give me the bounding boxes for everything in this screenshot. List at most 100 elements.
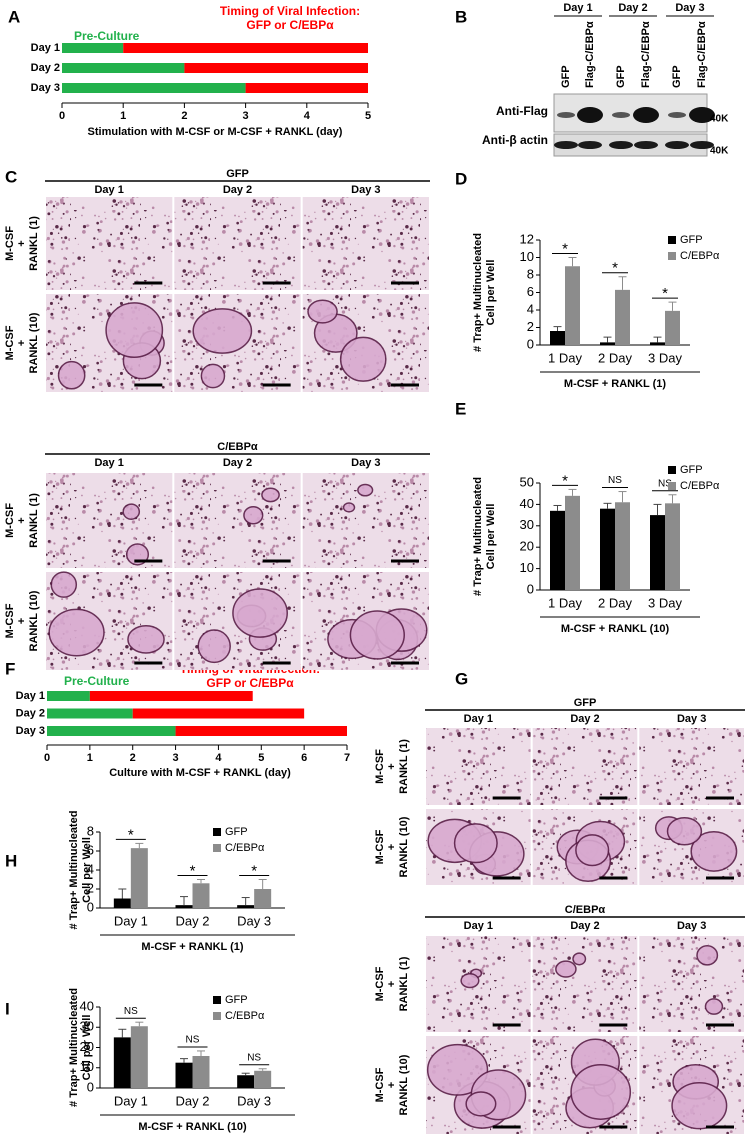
lane-label: GFP: [671, 65, 683, 88]
legend-swatch: [213, 828, 221, 836]
column-label: Day 3: [351, 184, 380, 196]
error-bar: [603, 502, 612, 509]
bar: [615, 289, 630, 345]
error-bar: [118, 1028, 127, 1038]
bar: [565, 266, 580, 345]
x-tick-label: Day 2: [176, 913, 210, 928]
row-label: M-CSF: [4, 226, 16, 261]
y-axis-label: Cell per Well: [81, 1015, 93, 1081]
bar: [650, 342, 665, 345]
bar: [565, 495, 580, 590]
timeline-bar: [62, 63, 185, 73]
x-tick-label: Day 3: [237, 1093, 271, 1108]
x-tick-label: 1 Day: [548, 595, 582, 610]
column-label: Day 1: [94, 457, 123, 469]
micrograph-bg: [46, 473, 173, 568]
micrograph-bg: [639, 728, 744, 805]
annotation: Timing of Viral Infection:: [220, 4, 360, 18]
cell: [57, 360, 86, 390]
legend-swatch: [213, 996, 221, 1004]
cell: [261, 487, 280, 503]
error-bar: [653, 336, 662, 343]
y-tick-label: 0: [527, 336, 534, 351]
band: [668, 112, 686, 118]
error-bar: [618, 491, 627, 503]
row-label: +: [16, 340, 28, 346]
band: [634, 141, 658, 149]
legend-label: C/EBPα: [680, 480, 720, 492]
y-tick-label: 40: [80, 998, 94, 1013]
cell: [570, 1063, 632, 1120]
y-axis-label: # Trap+ Multinucleated: [68, 811, 80, 930]
cell: [357, 483, 374, 497]
micrograph: [46, 197, 173, 290]
micrograph-bg: [174, 197, 301, 290]
day-label: Day 1: [563, 2, 592, 14]
micrograph-bg: [639, 936, 744, 1032]
panel-letter: H: [5, 851, 17, 870]
y-tick-label: 40: [520, 496, 534, 511]
significance: *: [612, 260, 618, 277]
legend-label: Pre-Culture: [64, 674, 130, 688]
row-label: Day 3: [16, 725, 45, 737]
significance: *: [128, 826, 134, 843]
legend-label: C/EBPα: [225, 842, 265, 854]
panel-letter: E: [455, 399, 466, 418]
y-tick-label: 2: [87, 880, 94, 895]
micrograph: [426, 809, 531, 885]
column-label: Day 1: [464, 920, 493, 932]
cell: [48, 608, 105, 657]
error-bar: [258, 879, 267, 889]
micrograph: [46, 294, 173, 392]
significance: NS: [658, 478, 672, 489]
error-bar: [568, 488, 577, 496]
x-tick-label: 7: [344, 752, 350, 764]
micrograph: [302, 197, 429, 290]
annotation: GFP or C/EBPα: [206, 676, 294, 690]
bar: [254, 889, 272, 908]
x-axis-label: M-CSF + RANKL (10): [561, 623, 670, 635]
bar: [113, 898, 131, 908]
micrograph: [426, 728, 531, 805]
timeline-bar: [123, 43, 368, 53]
cell: [307, 299, 338, 324]
row-label: +: [16, 240, 28, 246]
micrograph-bg: [46, 197, 173, 290]
cell: [232, 588, 288, 638]
row-label: M-CSF: [374, 966, 386, 1001]
cell: [197, 629, 231, 664]
band: [690, 141, 714, 149]
micrograph: [426, 936, 531, 1032]
column-label: Day 1: [464, 713, 493, 725]
lane-label: Flag-C/EBPα: [584, 21, 596, 88]
significance: NS: [608, 475, 622, 486]
band: [633, 107, 659, 123]
y-tick-label: 6: [87, 842, 94, 857]
row-label: RANKL (10): [398, 1054, 410, 1115]
micrograph: [639, 728, 744, 805]
y-tick-label: 10: [80, 1059, 94, 1074]
marker-label: 40K: [710, 114, 729, 125]
y-axis-label: # Trap+ Multinucleated: [472, 477, 484, 596]
band: [689, 107, 715, 123]
row-label: M-CSF: [374, 749, 386, 784]
bar: [665, 310, 680, 345]
band: [609, 141, 633, 149]
x-tick-label: 2: [130, 752, 136, 764]
cell: [349, 610, 405, 660]
cell: [342, 502, 356, 513]
y-axis-label: Cell per Well: [81, 837, 93, 903]
row-label: RANKL (1): [28, 493, 40, 548]
row-label: Anti-Flag: [496, 104, 548, 118]
timeline-bar: [89, 691, 253, 701]
cell: [460, 973, 480, 989]
x-tick-label: 2 Day: [598, 350, 632, 365]
band: [554, 141, 578, 149]
micrograph: [302, 473, 429, 568]
cell: [696, 945, 719, 966]
section-title: C/EBPα: [217, 441, 258, 453]
y-tick-label: 6: [527, 284, 534, 299]
significance: *: [662, 285, 668, 302]
significance: *: [562, 472, 568, 489]
